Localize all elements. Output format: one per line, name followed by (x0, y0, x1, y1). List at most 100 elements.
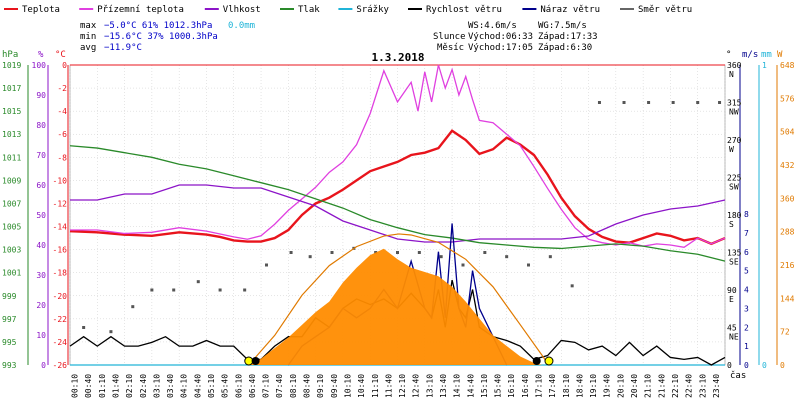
legend-label-sm-r-v-tru: Směr větru (638, 5, 692, 15)
series-teplota-line (69, 129, 726, 246)
time-tick-label: 01:40 (111, 374, 120, 398)
time-tick-label: 19:10 (589, 374, 598, 398)
series-sm-r-v-tru-point (265, 263, 268, 267)
series-sm-r-v-tru-point (243, 288, 247, 292)
rain-tick-label: 0 (762, 361, 767, 370)
time-tick-label: 10:40 (357, 374, 366, 398)
time-tick-label: 10:10 (343, 374, 352, 398)
wind-speed-tick-label: 3 (744, 304, 749, 313)
time-tick-label: 03:40 (166, 374, 175, 398)
time-axis: 00:10 00:40 01:10 01:40 02:10 02:40 03:10 03:40… (71, 374, 721, 398)
temperature-tick-label: -6 (57, 130, 67, 139)
temperature-tick-label: 0 (62, 61, 67, 70)
pressure-tick-label: 1011 (2, 153, 21, 162)
temperature-tick-label: -26 (53, 361, 68, 370)
time-tick-label: 04:40 (193, 374, 202, 398)
stats-max-label: max (80, 21, 97, 31)
wind-speed-tick-label: 7 (744, 229, 749, 238)
wind-speed-tick-label: 0 (744, 361, 749, 370)
moonset-marker (251, 357, 260, 365)
sunset-marker (544, 356, 554, 366)
stats-max-rain: 0.0mm (228, 21, 255, 31)
solar-tick-label: 288 (780, 228, 795, 237)
wind-direction-tick-label: 135 (727, 249, 742, 258)
series-sm-r-v-tru-point (172, 288, 176, 292)
series-sm-r-v-tru-point (196, 280, 200, 284)
wind-direction-compass-label: SE (729, 258, 739, 267)
pressure-tick-label: 999 (2, 292, 17, 301)
pressure-tick-label: 1013 (2, 130, 21, 139)
wind-speed-tick-label: 6 (744, 248, 749, 257)
series-sm-r-v-tru-point (131, 305, 135, 309)
time-tick-label: 06:10 (234, 374, 243, 398)
moon-label: Měsíc (437, 43, 464, 53)
time-tick-label: 09:40 (330, 374, 339, 398)
series-sm-r-v-tru-point (461, 263, 465, 267)
time-tick-label: 20:10 (616, 374, 625, 398)
legend-label-tlak: Tlak (298, 5, 320, 15)
humidity-tick-label: 20 (36, 301, 46, 310)
legend-label-sr-ky: Srážky (356, 5, 389, 15)
series-sm-r-v-tru-point (218, 288, 222, 292)
temperature-tick-label: -12 (53, 199, 68, 208)
wind-direction-tick-label: 180 (727, 211, 742, 220)
temperature-tick-label: -24 (53, 338, 68, 347)
moon-set: Západ:6:30 (538, 43, 592, 53)
stats-min-values: −15.6°C 37% 1000.3hPa (104, 32, 218, 42)
series-sm-r-v-tru-point (417, 251, 421, 254)
series-sm-r-v-tru-point (647, 101, 651, 104)
time-tick-label: 11:10 (371, 374, 380, 398)
time-tick-label: 13:40 (439, 374, 448, 398)
wind-direction-compass-label: NE (729, 333, 739, 342)
time-tick-label: 22:10 (671, 374, 680, 398)
series-tlak-line (69, 145, 726, 262)
wind-direction-compass-label: SW (729, 183, 739, 192)
temperature-tick-label: -22 (53, 315, 68, 324)
time-tick-label: 19:40 (603, 374, 612, 398)
time-tick-label: 18:10 (562, 374, 571, 398)
time-tick-label: 14:10 (453, 374, 462, 398)
left-axes: 993 995 997 999 1001 1003 1005 1007 1009 1011 1013… (2, 61, 69, 370)
solar-tick-label: 144 (780, 294, 795, 303)
time-tick-label: 04:10 (180, 374, 189, 398)
legend-label-teplota: Teplota (22, 5, 60, 15)
temperature-tick-label: -4 (57, 107, 67, 116)
temperature-tick-label: -16 (53, 246, 68, 255)
sun-set: Západ:17:33 (538, 32, 598, 42)
humidity-tick-label: 0 (41, 361, 46, 370)
series-sm-r-v-tru-point (671, 101, 675, 104)
humidity-tick-label: 50 (36, 211, 46, 220)
time-tick-label: 08:10 (289, 374, 298, 398)
time-tick-label: 11:40 (384, 374, 393, 398)
x-axis-title: čas (730, 370, 746, 381)
time-tick-label: 21:40 (657, 374, 666, 398)
time-tick-label: 12:10 (398, 374, 407, 398)
series-sm-r-v-tru-point (622, 101, 626, 104)
wind-speed-stat: WS:4.6m/s (468, 21, 517, 31)
series-sm-r-v-tru-point (570, 284, 574, 288)
time-tick-label: 21:10 (644, 374, 653, 398)
pressure-tick-label: 1005 (2, 223, 21, 232)
wind-direction-compass-label: E (729, 295, 734, 304)
stats-max-values: −5.0°C 61% 1012.3hPa (104, 21, 212, 31)
temperature-tick-label: -8 (57, 153, 67, 162)
series-sm-r-v-tru-point (696, 101, 700, 104)
pressure-tick-label: 1017 (2, 84, 21, 93)
time-tick-label: 06:40 (248, 374, 257, 398)
solar-tick-label: 360 (780, 194, 795, 203)
temperature-tick-label: -18 (53, 269, 68, 278)
series-sm-r-v-tru-point (374, 251, 378, 254)
temperature-tick-label: -2 (57, 84, 67, 93)
stats-avg-label: avg (80, 43, 96, 53)
legend-label-rychlost-v-tru: Rychlost větru (426, 5, 502, 15)
time-tick-label: 22:40 (685, 374, 694, 398)
pressure-tick-label: 1001 (2, 269, 21, 278)
wind-speed-tick-label: 8 (744, 210, 749, 219)
series-sm-r-v-tru-point (330, 251, 334, 254)
time-tick-label: 18:40 (575, 374, 584, 398)
time-tick-label: 16:10 (507, 374, 516, 398)
time-tick-label: 23:10 (698, 374, 707, 398)
wind-gust-stat: WG:7.5m/s (538, 21, 587, 31)
solar-tick-label: 432 (780, 161, 795, 170)
time-tick-label: 20:40 (630, 374, 639, 398)
